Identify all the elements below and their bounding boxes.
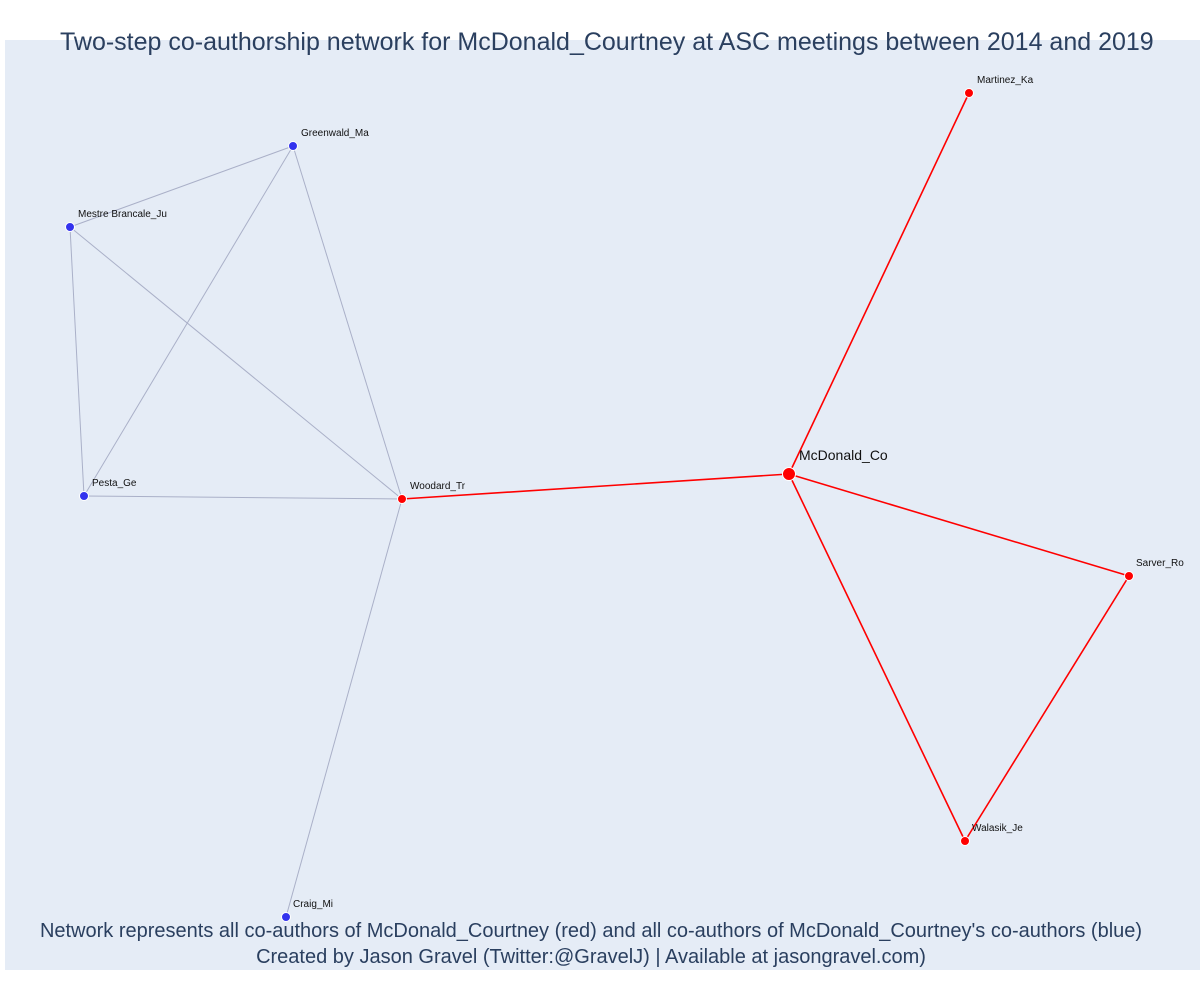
node-label-mcdonald-co: McDonald_Co (799, 447, 888, 463)
node-label-craig-mi: Craig_Mi (293, 899, 333, 910)
edge-mestre-brancale-ju-woodard-tr (69, 226, 403, 500)
edge-mcdonald-co-martinez-ka (788, 92, 970, 475)
caption-line-credit: Created by Jason Gravel (Twitter:@Gravel… (256, 946, 926, 968)
node-sarver-ro[interactable] (1124, 571, 1134, 581)
edge-pesta-ge-woodard-tr (83, 495, 403, 500)
edge-mcdonald-co-walasik-je (788, 473, 966, 842)
node-label-walasik-je: Walasik_Je (972, 823, 1023, 834)
nodes-layer (65, 88, 1134, 922)
node-martinez-ka[interactable] (964, 88, 974, 98)
edge-mcdonald-co-sarver-ro (788, 473, 1130, 577)
node-label-martinez-ka: Martinez_Ka (977, 75, 1034, 86)
node-label-sarver-ro: Sarver_Ro (1136, 558, 1184, 569)
node-label-pesta-ge: Pesta_Ge (92, 478, 137, 489)
node-label-greenwald-ma: Greenwald_Ma (301, 128, 369, 139)
edge-greenwald-ma-mestre-brancale-ju (69, 145, 294, 228)
node-label-woodard-tr: Woodard_Tr (410, 481, 466, 492)
node-pesta-ge[interactable] (79, 491, 89, 501)
edge-mestre-brancale-ju-pesta-ge (69, 226, 85, 497)
node-label-mestre-brancale-ju: Mestre Brancale_Ju (78, 209, 167, 220)
node-mestre-brancale-ju[interactable] (65, 222, 75, 232)
edges-layer (69, 92, 1130, 918)
edge-mcdonald-co-woodard-tr (401, 473, 790, 500)
node-walasik-je[interactable] (960, 836, 970, 846)
edge-greenwald-ma-pesta-ge (83, 145, 294, 497)
edge-greenwald-ma-woodard-tr (292, 145, 403, 500)
plot-area (5, 40, 1200, 970)
caption-line-description: Network represents all co-authors of McD… (39, 920, 1143, 942)
edge-sarver-ro-walasik-je (964, 575, 1130, 842)
page-title: Two-step co-authorship network for McDon… (60, 28, 1154, 56)
node-woodard-tr[interactable] (397, 494, 407, 504)
labels-layer: McDonald_Co Martinez_Ka Woodard_Tr Sarver_R… (78, 75, 1184, 910)
caption: Network represents all co-authors of McD… (5, 918, 1177, 970)
node-mcdonald-co[interactable] (782, 467, 796, 481)
node-craig-mi[interactable] (281, 912, 291, 922)
edge-woodard-tr-craig-mi (285, 498, 403, 918)
node-greenwald-ma[interactable] (288, 141, 298, 151)
